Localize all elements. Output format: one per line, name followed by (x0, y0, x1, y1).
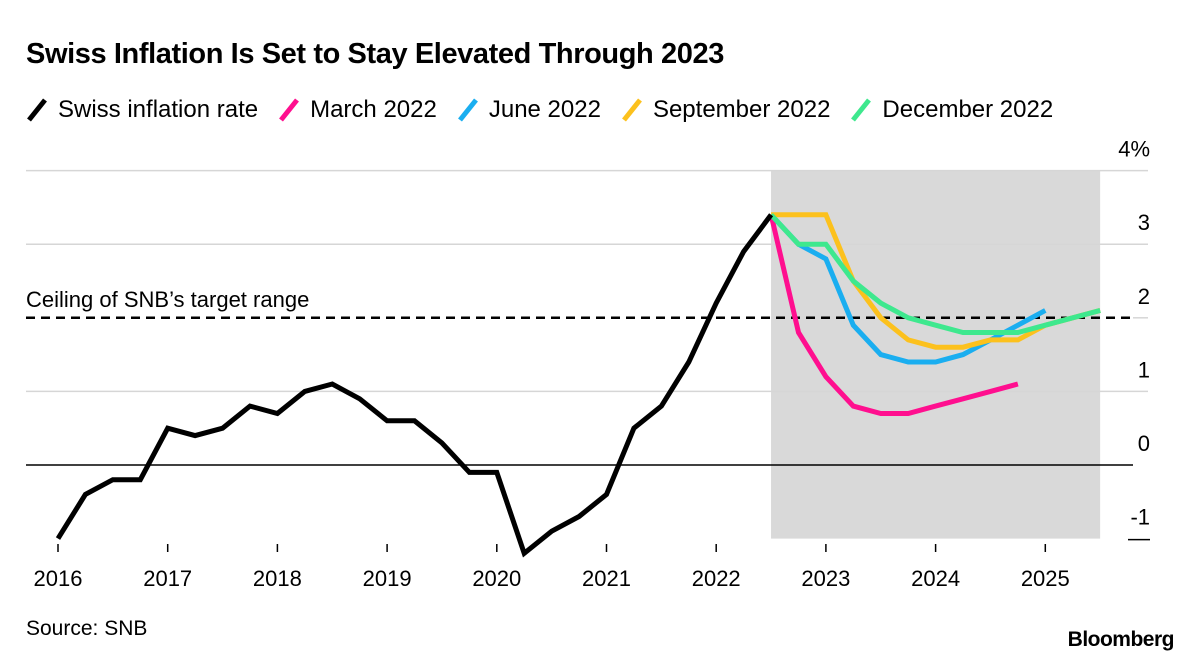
y-tick-label: 2 (1138, 284, 1150, 309)
legend-item: June 2022 (457, 96, 601, 124)
series-line-swiss-inflation-rate (55, 213, 774, 558)
legend-swatch-icon (27, 98, 47, 122)
x-tick-label: 2020 (472, 566, 521, 591)
y-tick-label: -1 (1130, 505, 1150, 530)
legend-label: September 2022 (652, 96, 831, 123)
legend-swatch-icon (622, 98, 642, 122)
legend-item: March 2022 (278, 96, 437, 124)
source-note: Source: SNB (26, 617, 148, 640)
x-tick-label: 2018 (253, 566, 302, 591)
legend-item: Swiss inflation rate (26, 96, 258, 124)
x-tick-label: 2019 (363, 566, 412, 591)
bloomberg-logo: Bloomberg (1067, 628, 1175, 651)
legend-item: December 2022 (850, 96, 1053, 124)
y-tick-label: 3 (1138, 210, 1150, 235)
legend-swatch-icon (279, 98, 300, 122)
legend-item: September 2022 (621, 96, 830, 124)
forecast-shade (771, 170, 1101, 539)
x-tick-label: 2017 (143, 566, 192, 591)
chart-title: Swiss Inflation Is Set to Stay Elevated … (26, 38, 724, 70)
legend-swatch-icon (457, 98, 478, 122)
x-tick-label: 2016 (34, 566, 83, 591)
target-ceiling-label: Ceiling of SNB’s target range (26, 287, 309, 312)
x-tick-label: 2023 (801, 566, 850, 591)
y-tick-label: 0 (1138, 431, 1150, 456)
x-tick-label: 2025 (1021, 566, 1070, 591)
legend-label: December 2022 (882, 96, 1054, 123)
y-tick-label: 1 (1138, 357, 1150, 382)
x-tick-label: 2021 (582, 566, 631, 591)
legend: Swiss inflation rate March 2022 June 202… (26, 96, 1053, 124)
legend-label: March 2022 (310, 96, 437, 123)
legend-label: Swiss inflation rate (58, 96, 259, 123)
series-line-december-2022 (769, 213, 1101, 335)
series-line-march-2022 (768, 214, 1019, 416)
x-tick-label: 2022 (692, 566, 741, 591)
legend-label: June 2022 (488, 96, 601, 123)
x-tick-label: 2024 (911, 566, 960, 591)
y-tick-label: 4% (1118, 137, 1150, 162)
legend-swatch-icon (851, 98, 872, 122)
